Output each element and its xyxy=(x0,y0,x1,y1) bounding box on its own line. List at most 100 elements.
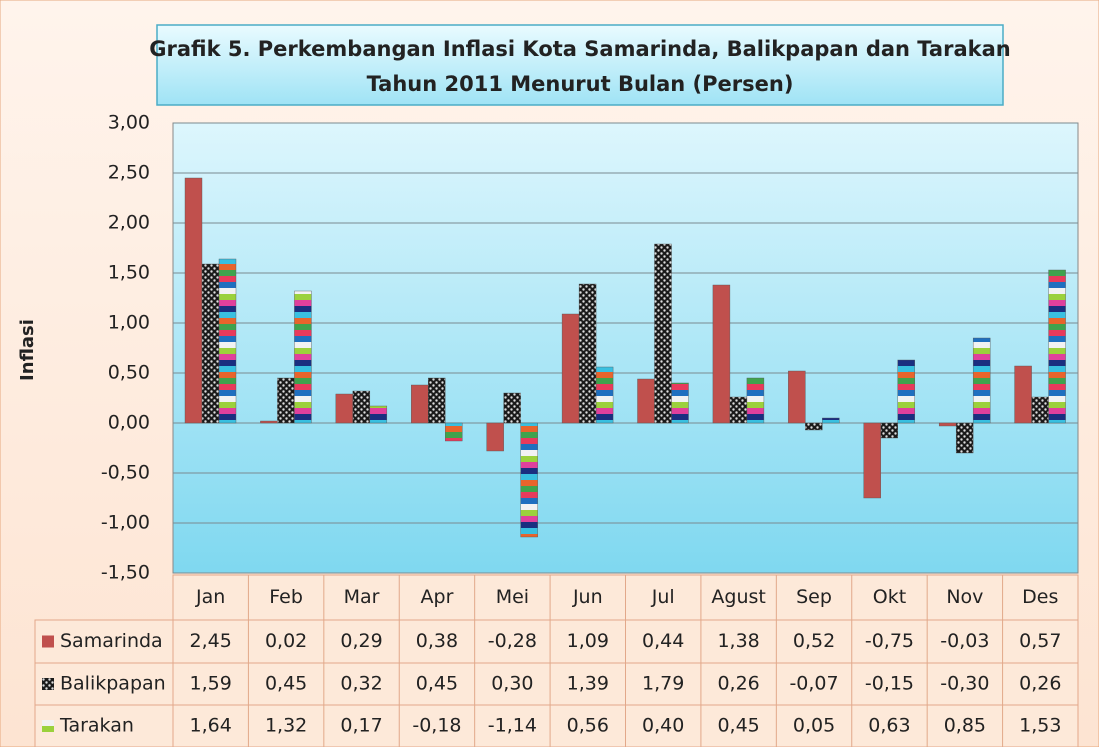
x-tick-label: Jul xyxy=(651,586,675,608)
table-value: -0,30 xyxy=(940,673,989,695)
bar xyxy=(788,370,806,424)
bar xyxy=(822,417,840,424)
bar xyxy=(294,290,312,424)
bar xyxy=(578,283,597,424)
table-value: -0,28 xyxy=(488,630,537,652)
bar xyxy=(1014,365,1032,424)
table-value: 1,32 xyxy=(265,715,307,737)
bar xyxy=(369,405,388,424)
y-tick-label: 0,50 xyxy=(108,362,150,384)
x-tick-label: Feb xyxy=(269,586,303,608)
bar xyxy=(445,422,463,442)
y-tick-label: -1,50 xyxy=(101,562,150,584)
bar xyxy=(746,377,765,424)
table-value: 0,38 xyxy=(416,630,458,652)
bar xyxy=(201,263,220,424)
bar xyxy=(938,422,957,427)
chart-subtitle: Tahun 2011 Menurut Bulan (Persen) xyxy=(367,72,794,96)
bar xyxy=(880,422,898,439)
x-tick-label: Okt xyxy=(873,586,906,608)
bar xyxy=(428,377,446,424)
legend-label: Balikpapan xyxy=(60,673,166,695)
table-value: 0,45 xyxy=(416,673,458,695)
legend-swatch xyxy=(42,720,54,732)
bar xyxy=(503,392,521,424)
table-value: 0,17 xyxy=(340,715,382,737)
table-value: 2,45 xyxy=(190,630,232,652)
table-value: -0,07 xyxy=(789,673,838,695)
y-tick-label: 1,00 xyxy=(108,312,150,334)
table-value: 0,29 xyxy=(340,630,382,652)
bar xyxy=(955,422,974,454)
bar xyxy=(260,420,278,424)
bar xyxy=(335,393,354,424)
bar xyxy=(972,337,991,424)
x-tick-label: Jun xyxy=(572,586,603,608)
table-value: 0,45 xyxy=(717,715,759,737)
table-value: 1,59 xyxy=(190,673,232,695)
plot-area xyxy=(172,122,1079,574)
table-value: 0,56 xyxy=(567,715,609,737)
table-value: 0,26 xyxy=(1019,673,1061,695)
y-tick-label: -0,50 xyxy=(101,462,150,484)
y-tick-label: 0,00 xyxy=(108,412,150,434)
bar xyxy=(520,422,538,538)
table-value: -0,03 xyxy=(940,630,989,652)
y-tick-label: -1,00 xyxy=(101,512,150,534)
y-axis-title: Inflasi xyxy=(17,319,38,381)
bar xyxy=(805,422,823,431)
bar xyxy=(218,258,237,424)
y-tick-label: 3,00 xyxy=(108,112,150,134)
table-value: -0,18 xyxy=(412,715,461,737)
legend-label: Tarakan xyxy=(59,715,134,737)
x-tick-label: Mar xyxy=(344,586,380,608)
table-value: 0,85 xyxy=(944,715,986,737)
bar xyxy=(561,313,580,424)
x-tick-label: Nov xyxy=(946,586,983,608)
table-body xyxy=(34,619,1079,748)
y-tick-label: 2,50 xyxy=(108,162,150,184)
table-value: 1,39 xyxy=(567,673,609,695)
bar xyxy=(411,384,429,424)
bar xyxy=(897,359,915,424)
bar xyxy=(1048,269,1066,424)
table-value: 0,26 xyxy=(717,673,759,695)
bar xyxy=(863,422,881,499)
bar xyxy=(277,377,295,424)
bar xyxy=(637,378,655,424)
x-tick-label: Agust xyxy=(711,586,765,608)
x-tick-label: Sep xyxy=(796,586,832,608)
table-value: 0,05 xyxy=(793,715,835,737)
bar xyxy=(595,366,614,424)
table-value: 0,30 xyxy=(491,673,533,695)
table-value: 0,40 xyxy=(642,715,684,737)
bar xyxy=(352,390,371,424)
table-value: 0,44 xyxy=(642,630,684,652)
bar xyxy=(729,396,748,424)
table-value: -0,15 xyxy=(865,673,914,695)
x-tick-label: Jan xyxy=(195,586,225,608)
legend-label: Samarinda xyxy=(60,630,163,652)
table-value: 1,09 xyxy=(567,630,609,652)
bar xyxy=(654,243,672,424)
y-tick-label: 1,50 xyxy=(108,262,150,284)
x-tick-label: Mei xyxy=(496,586,529,608)
table-value: 0,45 xyxy=(265,673,307,695)
table-value: 0,52 xyxy=(793,630,835,652)
table-value: 1,38 xyxy=(717,630,759,652)
legend-swatch xyxy=(42,635,54,648)
x-tick-label: Des xyxy=(1022,586,1058,608)
bar xyxy=(1031,396,1049,424)
table-value: 0,63 xyxy=(868,715,910,737)
table-value: 1,53 xyxy=(1019,715,1061,737)
legend-swatch xyxy=(42,678,54,690)
table-value: -1,14 xyxy=(488,715,537,737)
chart-title: Grafik 5. Perkembangan Inflasi Kota Sama… xyxy=(149,37,1010,61)
table-value: 0,32 xyxy=(340,673,382,695)
table-value: 1,79 xyxy=(642,673,684,695)
table-value: 0,02 xyxy=(265,630,307,652)
y-tick-label: 2,00 xyxy=(108,212,150,234)
bar xyxy=(184,177,203,424)
table-value: -0,75 xyxy=(865,630,914,652)
